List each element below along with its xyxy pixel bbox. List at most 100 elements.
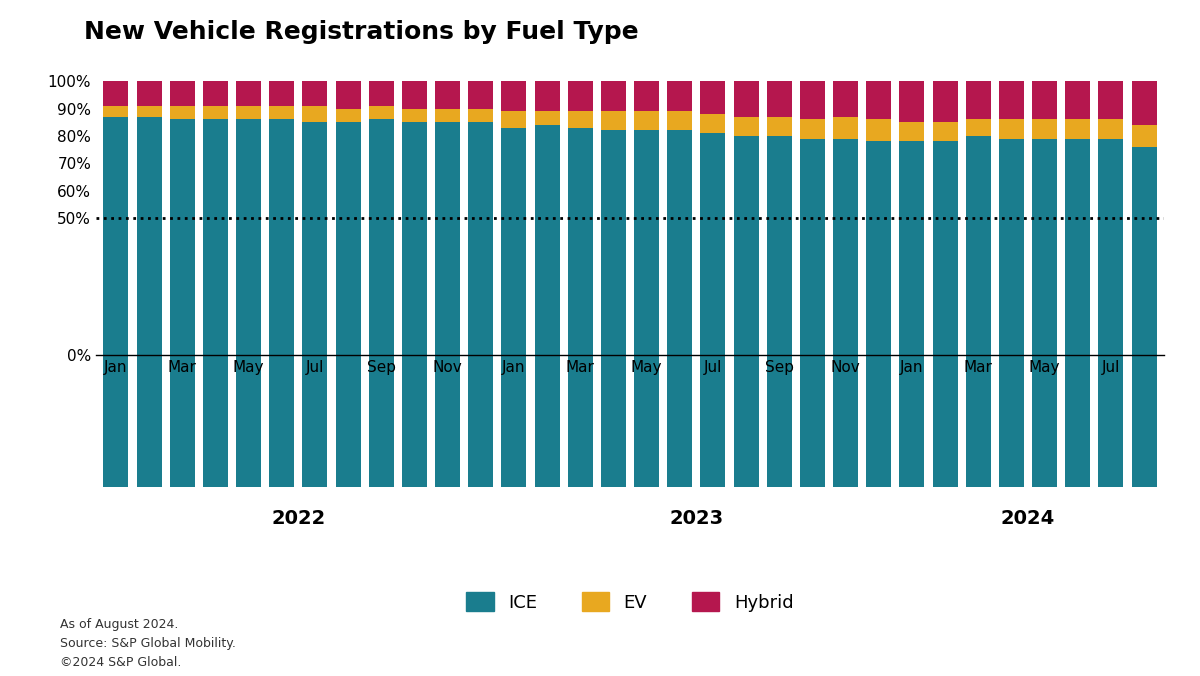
Bar	[733, 117, 758, 136]
Bar	[733, 81, 758, 117]
Bar	[103, 105, 128, 117]
Bar	[468, 81, 493, 109]
Bar	[932, 141, 958, 487]
Bar	[269, 105, 294, 120]
Bar	[336, 109, 360, 122]
Bar	[1098, 139, 1123, 487]
Bar	[800, 139, 824, 487]
Bar	[169, 81, 194, 105]
Bar	[966, 120, 991, 136]
Bar	[568, 128, 593, 487]
Bar	[1032, 139, 1057, 487]
Bar	[502, 128, 527, 487]
Bar	[1066, 120, 1091, 139]
Text: 2024: 2024	[1001, 508, 1055, 528]
Bar	[336, 81, 360, 109]
Bar	[866, 141, 892, 487]
Bar	[932, 122, 958, 141]
Bar	[998, 81, 1024, 120]
Bar	[900, 122, 924, 141]
Bar	[336, 122, 360, 487]
Bar	[269, 120, 294, 487]
Bar	[236, 105, 262, 120]
Bar	[1032, 120, 1057, 139]
Bar	[833, 117, 858, 139]
Bar	[368, 81, 394, 105]
Bar	[900, 81, 924, 122]
Bar	[998, 139, 1024, 487]
Bar	[203, 105, 228, 120]
Bar	[601, 112, 626, 130]
Bar	[667, 81, 692, 112]
Bar	[402, 81, 427, 109]
Bar	[203, 81, 228, 105]
Bar	[402, 122, 427, 487]
Bar	[634, 130, 659, 487]
Bar	[833, 139, 858, 487]
Bar	[535, 81, 559, 112]
Bar	[601, 81, 626, 112]
Bar	[368, 105, 394, 120]
Bar	[966, 81, 991, 120]
Bar	[302, 105, 328, 122]
Bar	[1066, 81, 1091, 120]
Bar	[601, 130, 626, 487]
Bar	[535, 112, 559, 125]
Bar	[634, 112, 659, 130]
Bar	[468, 109, 493, 122]
Bar	[1098, 81, 1123, 120]
Bar	[1032, 81, 1057, 120]
Bar	[1066, 139, 1091, 487]
Bar	[236, 120, 262, 487]
Bar	[302, 122, 328, 487]
Text: 2023: 2023	[670, 508, 724, 528]
Bar	[269, 81, 294, 105]
Legend: ICE, EV, Hybrid: ICE, EV, Hybrid	[460, 585, 800, 619]
Bar	[998, 120, 1024, 139]
Bar	[1132, 125, 1157, 147]
Bar	[169, 120, 194, 487]
Bar	[932, 81, 958, 122]
Bar	[236, 81, 262, 105]
Bar	[402, 109, 427, 122]
Bar	[900, 141, 924, 487]
Bar	[767, 81, 792, 117]
Bar	[866, 81, 892, 120]
Bar	[701, 81, 725, 114]
Bar	[302, 81, 328, 105]
Bar	[368, 120, 394, 487]
Bar	[203, 120, 228, 487]
Bar	[966, 136, 991, 487]
Bar	[502, 112, 527, 128]
Bar	[103, 117, 128, 487]
Bar	[866, 120, 892, 141]
Bar	[502, 81, 527, 112]
Bar	[667, 130, 692, 487]
Bar	[1132, 81, 1157, 125]
Bar	[568, 112, 593, 128]
Bar	[1132, 147, 1157, 487]
Bar	[436, 109, 460, 122]
Bar	[767, 117, 792, 136]
Text: As of August 2024.
Source: S&P Global Mobility.
©2024 S&P Global.: As of August 2024. Source: S&P Global Mo…	[60, 619, 236, 669]
Bar	[436, 81, 460, 109]
Bar	[733, 136, 758, 487]
Bar	[701, 133, 725, 487]
Bar	[800, 120, 824, 139]
Bar	[436, 122, 460, 487]
Text: New Vehicle Registrations by Fuel Type: New Vehicle Registrations by Fuel Type	[84, 20, 638, 45]
Bar	[137, 81, 162, 105]
Bar	[468, 122, 493, 487]
Bar	[800, 81, 824, 120]
Bar	[169, 105, 194, 120]
Bar	[833, 81, 858, 117]
Bar	[535, 125, 559, 487]
Bar	[568, 81, 593, 112]
Bar	[667, 112, 692, 130]
Bar	[103, 81, 128, 105]
Bar	[137, 105, 162, 117]
Bar	[137, 117, 162, 487]
Text: 2022: 2022	[271, 508, 325, 528]
Bar	[1098, 120, 1123, 139]
Bar	[701, 114, 725, 133]
